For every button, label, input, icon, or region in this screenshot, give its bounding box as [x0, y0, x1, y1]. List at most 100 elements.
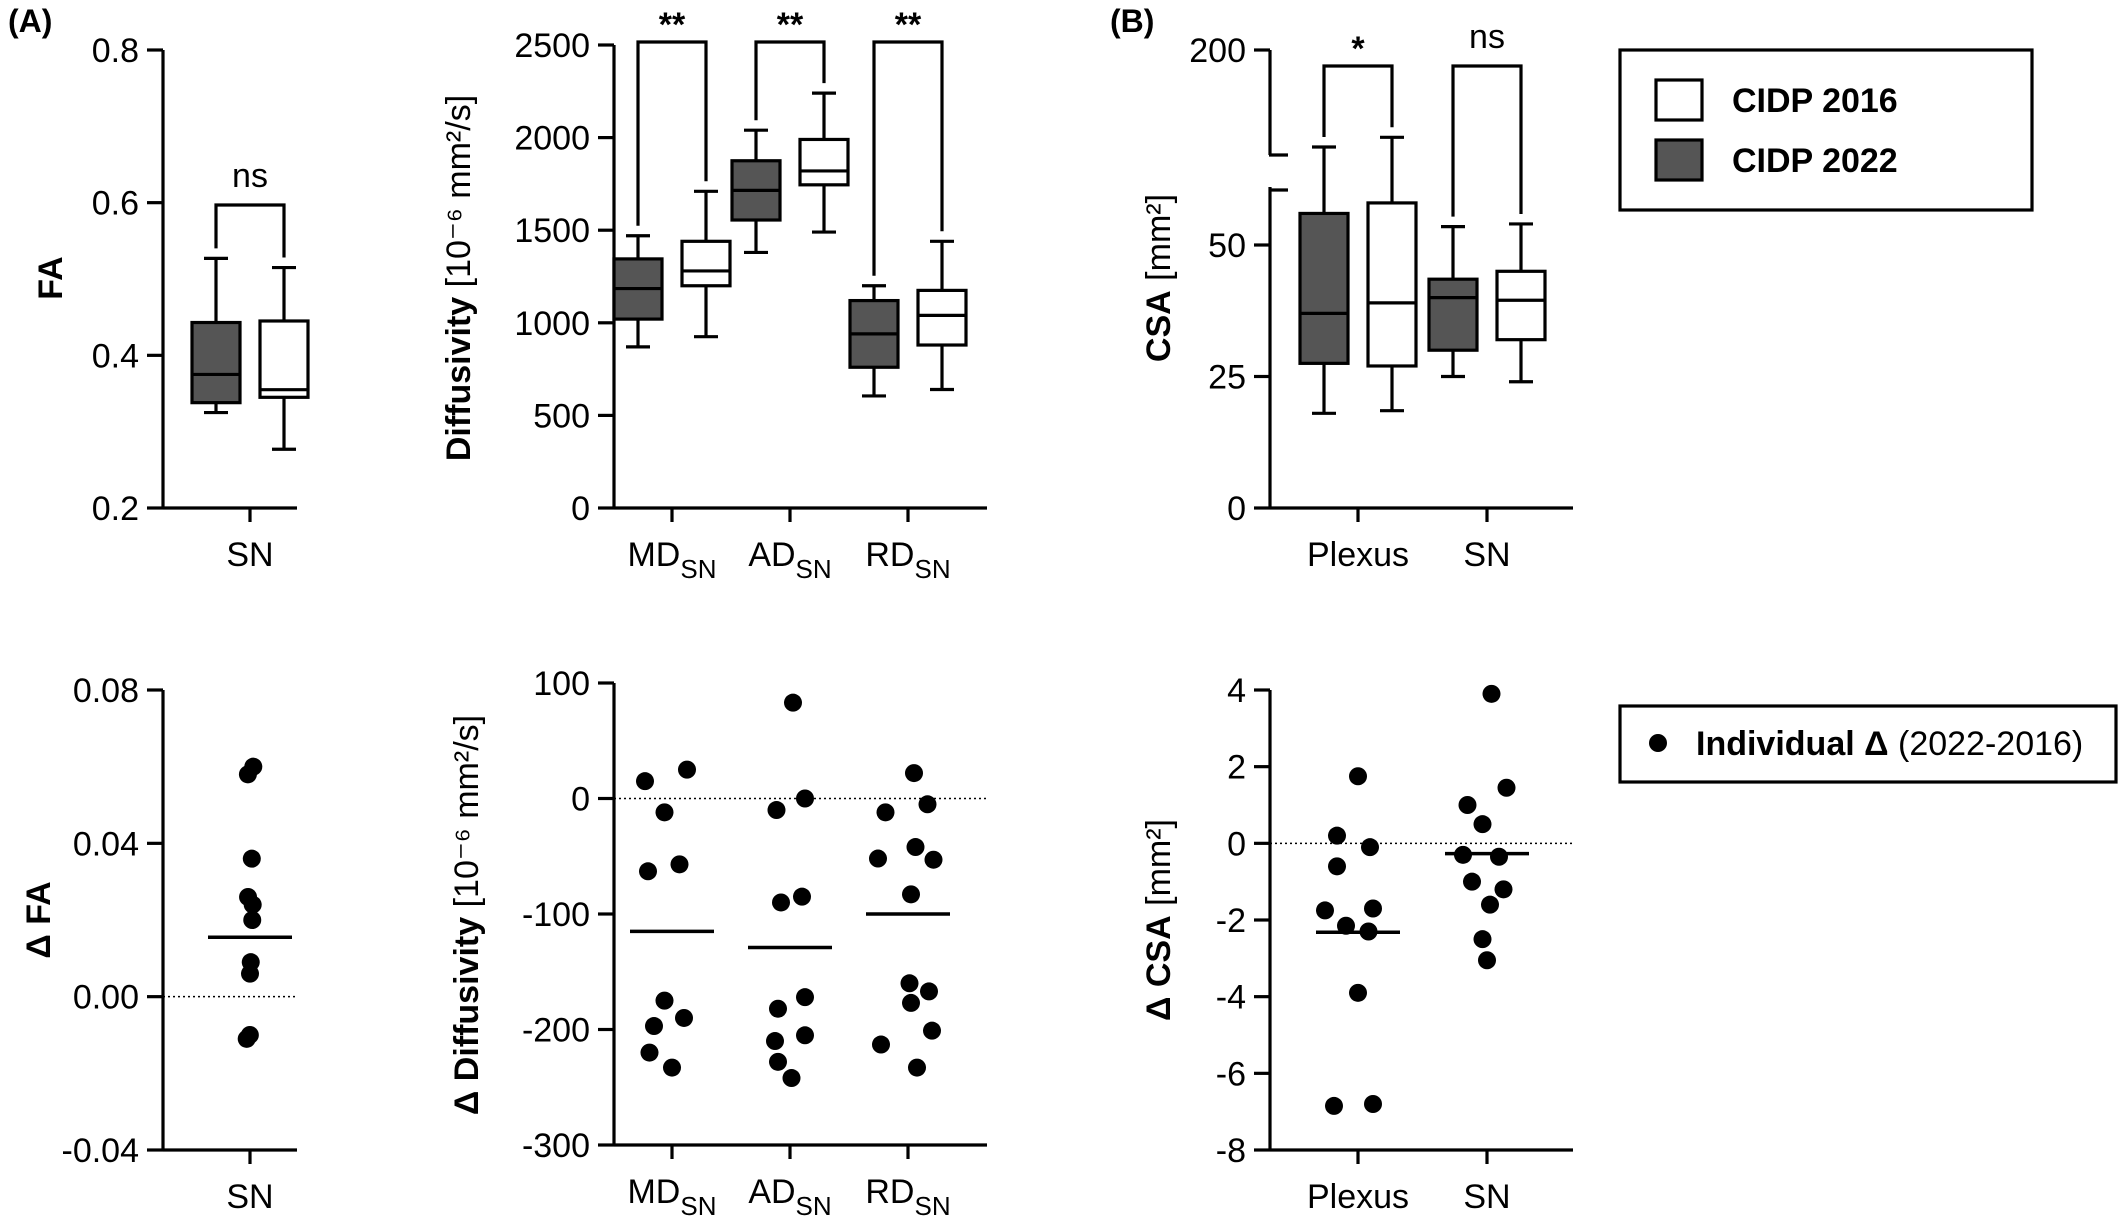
y-axis-label-main: Δ Diffusivity: [448, 917, 486, 1115]
data-point: [244, 757, 263, 776]
y-tick-label: -4: [1216, 979, 1246, 1017]
data-point: [772, 893, 790, 912]
data-point: [908, 1058, 926, 1077]
data-point: [1349, 983, 1367, 1002]
y-tick-label: 0.2: [92, 490, 139, 528]
y-tick-label: -2: [1216, 902, 1246, 940]
y-tick-label: -100: [522, 896, 590, 934]
data-point: [782, 1069, 801, 1088]
data-point: [1463, 872, 1481, 891]
data-point: [1497, 778, 1516, 797]
axis-break-gap: [1264, 155, 1276, 187]
x-tick-label-main: RD: [865, 1173, 914, 1211]
x-tick-label-sub: SN: [914, 554, 950, 584]
x-tick-label-main: SN: [1463, 1178, 1510, 1216]
y-tick-label: 0: [1227, 490, 1246, 528]
data-point: [769, 999, 787, 1018]
legend-label-2016: CIDP 2016: [1732, 82, 1898, 120]
y-tick-label: 200: [1189, 32, 1246, 70]
data-point: [872, 1035, 890, 1054]
y-axis-label-main: Diffusivity: [440, 297, 478, 461]
x-tick-label: RDSN: [865, 1173, 950, 1221]
x-tick-label-main: MD: [627, 536, 680, 574]
y-tick-label: 0: [571, 490, 590, 528]
data-point: [784, 693, 802, 712]
data-point: [1364, 1095, 1382, 1113]
x-tick-label-main: MD: [627, 1173, 680, 1211]
legend-groups: CIDP 2016 CIDP 2022: [1618, 48, 2034, 212]
data-point: [1473, 815, 1492, 834]
data-point: [902, 885, 920, 904]
data-point: [1490, 847, 1508, 866]
y-tick-label: 2: [1227, 749, 1246, 787]
data-point: [240, 1026, 259, 1044]
significance-label: **: [895, 6, 922, 44]
x-tick-label: Plexus: [1307, 1178, 1409, 1216]
y-axis-label: Diffusivity [10⁻⁶ mm²/s]: [440, 95, 478, 461]
data-point: [678, 760, 696, 779]
data-point: [766, 1032, 784, 1051]
data-point: [1458, 796, 1477, 814]
x-tick-label: ADSN: [748, 536, 831, 584]
y-tick-label: -8: [1216, 1132, 1246, 1170]
data-point: [793, 887, 811, 906]
x-tick-label: ADSN: [748, 1173, 831, 1221]
data-point: [655, 803, 674, 822]
y-axis-label-unit: [mm²]: [1140, 819, 1178, 915]
data-point: [1328, 826, 1346, 845]
data-point: [902, 993, 920, 1012]
data-point: [1473, 930, 1492, 949]
y-axis-label: Δ Diffusivity [10⁻⁶ mm²/s]: [448, 715, 486, 1115]
data-point: [645, 1017, 663, 1036]
data-point: [243, 895, 262, 914]
y-tick-label: 0.8: [92, 32, 139, 70]
box-2016: [798, 137, 850, 187]
x-tick-label-sub: SN: [796, 554, 832, 584]
y-tick-label: -300: [522, 1127, 590, 1165]
data-point: [796, 988, 814, 1007]
y-tick-label: 2500: [514, 27, 590, 65]
data-point: [675, 1008, 693, 1027]
data-point: [796, 1026, 814, 1045]
data-point: [1494, 880, 1513, 899]
data-point: [1481, 895, 1499, 914]
significance-label: ns: [1469, 18, 1505, 56]
legend-delta-marker: [1649, 734, 1667, 752]
y-tick-label: 50: [1208, 227, 1246, 265]
y-axis-label-unit: [10⁻⁶ mm²/s]: [448, 715, 486, 917]
data-point: [663, 1058, 681, 1077]
box-2016: [680, 239, 732, 288]
x-tick-label-main: SN: [226, 1178, 273, 1216]
data-point: [767, 801, 786, 820]
y-tick-label: 0.04: [73, 825, 139, 863]
box-2022: [190, 320, 242, 405]
significance-bracket: [1322, 64, 1394, 137]
significance-label: **: [659, 6, 686, 44]
data-point: [241, 953, 260, 972]
x-tick-label-sub: SN: [914, 1191, 950, 1221]
panel-label-b: (B): [1110, 3, 1154, 39]
x-tick-label-sub: SN: [680, 1191, 716, 1221]
data-point: [906, 838, 925, 857]
data-point: [670, 855, 689, 874]
data-point: [655, 991, 674, 1010]
data-point: [640, 1043, 659, 1062]
y-tick-label: 0.00: [73, 979, 139, 1017]
significance-label: *: [1351, 30, 1365, 68]
legend-delta-label: Individual Δ (2022-2016): [1696, 725, 2083, 763]
y-tick-label: -200: [522, 1012, 590, 1050]
y-tick-label: 0: [1227, 825, 1246, 863]
data-point: [1364, 899, 1382, 918]
panel-label-a: (A): [8, 3, 52, 39]
x-tick-label: Plexus: [1307, 536, 1409, 574]
significance-bracket: [872, 40, 944, 276]
y-axis-label: FA: [32, 256, 70, 299]
box-2016: [916, 288, 968, 347]
legend-delta: Individual Δ (2022-2016): [1618, 704, 2118, 784]
y-axis-label: CSA [mm²]: [1140, 194, 1178, 362]
y-tick-label: -0.04: [62, 1132, 140, 1170]
y-axis-label-main: CSA: [1140, 290, 1178, 362]
legend-swatch-2016: [1654, 78, 1704, 122]
